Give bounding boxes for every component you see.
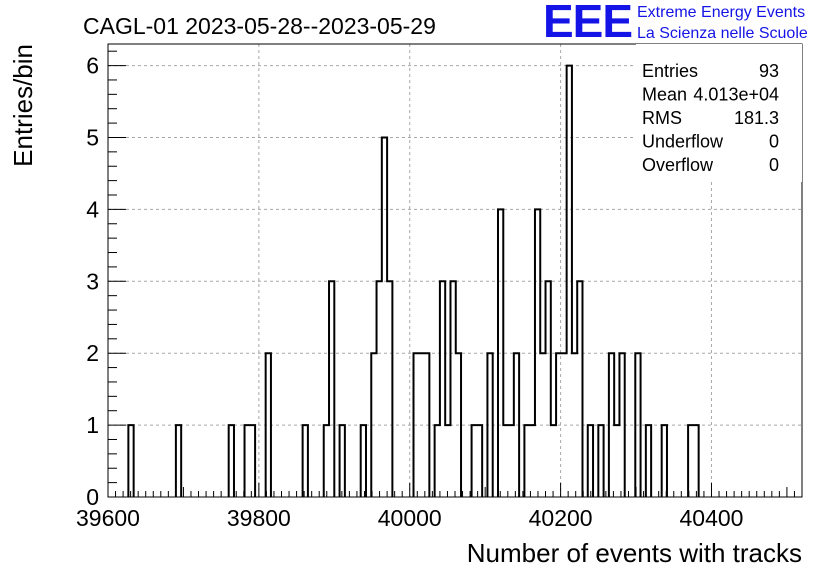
y-tick-label-4: 4 xyxy=(86,196,99,222)
stats-box: Entries 93 Mean 4.013e+04 RMS 181.3 Underflow 0… xyxy=(636,44,802,182)
y-tick-label-2: 2 xyxy=(86,340,99,366)
y-tick-label-5: 5 xyxy=(86,124,99,150)
stats-value-2: 181.3 xyxy=(734,108,779,128)
stats-label-0: Entries xyxy=(642,61,698,81)
x-tick-label-3: 40200 xyxy=(529,505,593,531)
stats-value-1: 4.013e+04 xyxy=(693,85,779,105)
y-tick-label-1: 1 xyxy=(86,412,99,438)
stats-label-2: RMS xyxy=(642,108,682,128)
y-tick-label-0: 0 xyxy=(86,484,99,510)
stats-box-background xyxy=(636,44,802,182)
stats-label-4: Overflow xyxy=(642,155,714,175)
histogram-outline xyxy=(127,64,700,497)
x-tick-label-1: 39800 xyxy=(227,505,291,531)
x-tick-label-2: 40000 xyxy=(378,505,442,531)
y-axis: 0 1 2 3 4 5 6 xyxy=(86,50,126,510)
logo-line-1: Extreme Energy Events xyxy=(637,4,806,21)
x-axis-label: Number of events with tracks xyxy=(467,538,802,568)
stats-label-1: Mean xyxy=(642,85,687,105)
chart-title: CAGL-01 2023-05-28--2023-05-29 xyxy=(83,13,436,39)
y-tick-label-6: 6 xyxy=(86,53,99,79)
x-axis: 39600 39800 40000 40200 40400 xyxy=(76,483,803,531)
x-tick-label-0: 39600 xyxy=(76,505,140,531)
logo-line-2: La Scienza nelle Scuole xyxy=(637,25,808,42)
stats-value-3: 0 xyxy=(769,132,779,152)
y-axis-label: Entries/bin xyxy=(8,44,38,167)
stats-value-0: 93 xyxy=(759,61,779,81)
eee-logo-mark: EEE xyxy=(543,0,633,47)
stats-value-4: 0 xyxy=(769,155,779,175)
x-tick-label-4: 40400 xyxy=(679,505,743,531)
y-tick-label-3: 3 xyxy=(86,268,99,294)
stats-label-3: Underflow xyxy=(642,132,724,152)
